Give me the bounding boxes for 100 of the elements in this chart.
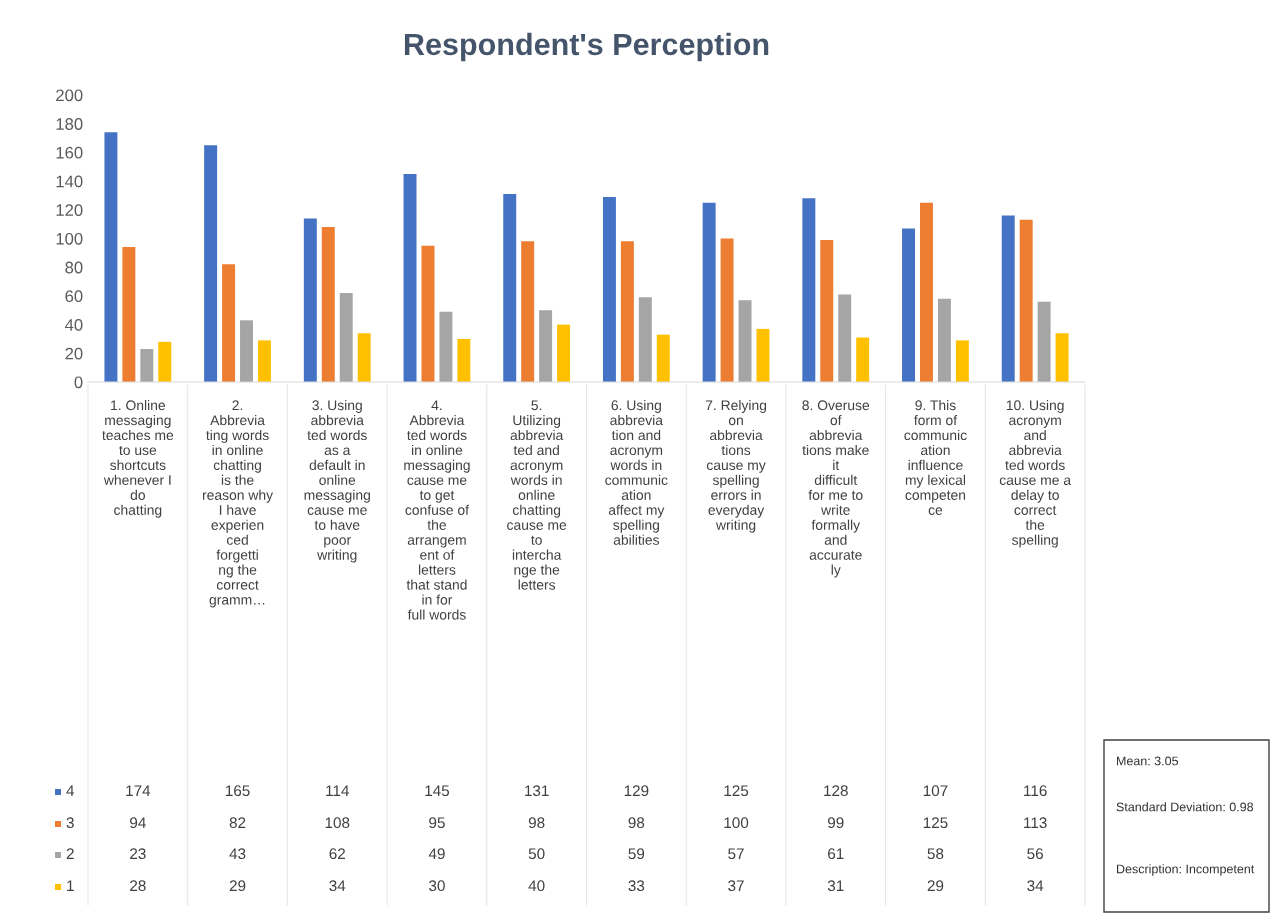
legend-label: 4 (66, 785, 75, 796)
category-label: 7. Relying on abbreviations cause my spelling errors in everyday writing (705, 400, 767, 533)
bar (140, 349, 154, 382)
data-label: 40 (528, 880, 545, 892)
bar (240, 320, 253, 382)
data-label: 116 (1024, 785, 1047, 797)
data-label: 113 (1024, 817, 1047, 829)
bar (1037, 301, 1051, 382)
data-label: 82 (229, 817, 246, 829)
y-tick-label: 60 (65, 290, 83, 303)
bar (620, 241, 634, 382)
data-label: 61 (828, 848, 844, 860)
bar (820, 239, 834, 382)
data-label: 95 (429, 817, 445, 829)
category-label: 3. Using abbreviated words as a default in online messaging cause me to have poor writing (304, 400, 370, 563)
x-tick-label: 1. Online messaging teaches me to use shortcuts whenever I do chatting (102, 400, 174, 518)
bar (557, 324, 571, 382)
data-label: 94 (130, 817, 146, 829)
data-label: 29 (229, 880, 246, 892)
bar (756, 328, 770, 382)
bar (257, 340, 271, 382)
bar (602, 196, 616, 382)
y-tick-label: 200 (56, 89, 83, 102)
bar (439, 311, 453, 382)
y-tick-label: 120 (56, 204, 83, 216)
legend-label: 1 (67, 880, 74, 891)
data-label: 23 (130, 848, 146, 860)
data-label: 114 (326, 785, 349, 796)
bar (656, 334, 670, 382)
bar (1019, 219, 1033, 382)
data-label: 131 (525, 785, 549, 797)
data-label: 50 (528, 848, 545, 860)
bar (702, 202, 716, 382)
y-tick-label: 180 (56, 118, 83, 130)
bar (521, 241, 535, 382)
text: Description: Incompetent (1117, 864, 1255, 876)
bar (457, 338, 471, 382)
data-label: 34 (1027, 880, 1044, 892)
bar (104, 132, 118, 382)
data-label: 125 (923, 817, 948, 829)
bar (339, 293, 353, 382)
bar (1055, 333, 1069, 382)
data-label: 59 (628, 848, 645, 860)
bar (838, 294, 852, 382)
bar (937, 298, 951, 382)
y-tick-label: 160 (56, 146, 83, 159)
data-label: 58 (927, 848, 944, 860)
bar (158, 341, 172, 382)
bar (204, 145, 218, 382)
data-label: 31 (827, 880, 844, 892)
y-tick-label: 140 (56, 175, 83, 188)
bar (421, 245, 435, 382)
category-label: 2. Abbreviating words in online chatting is the reason why I have experienced forgetting the correct gramm… (202, 400, 274, 608)
data-label: 62 (329, 848, 345, 860)
data-label: 125 (724, 785, 749, 797)
data-label: 128 (824, 785, 848, 797)
bar (802, 198, 816, 382)
x-tick-label: 9. This form of communication influence my lexical competence (904, 400, 967, 515)
y-tick-label: 0 (74, 376, 83, 389)
bar (321, 227, 335, 382)
bar (122, 247, 136, 382)
bar (920, 202, 933, 382)
bar (738, 300, 752, 382)
bar (955, 340, 969, 382)
data-label: 29 (927, 880, 944, 892)
legend-label: 2 (66, 848, 74, 859)
text: Standard Deviation: 0.98 (1116, 802, 1254, 812)
data-label: 57 (728, 848, 744, 860)
y-tick-label: 100 (56, 232, 83, 245)
data-label: 98 (628, 817, 645, 829)
data-label: 33 (628, 880, 645, 892)
data-label: 37 (728, 880, 744, 892)
bar (303, 218, 317, 382)
y-tick-label: 80 (65, 261, 83, 274)
y-tick-label: 20 (65, 347, 83, 360)
data-label: 28 (130, 880, 146, 892)
chart-title: Respondent's Perception (404, 32, 769, 62)
data-label: 99 (827, 817, 844, 829)
data-label: 108 (325, 817, 350, 829)
bar (539, 310, 553, 382)
data-label: 49 (428, 848, 445, 860)
legend-label: 3 (66, 817, 74, 829)
y-tick-label: 40 (64, 319, 83, 331)
data-label: 100 (724, 817, 749, 829)
category-label: 5. Utilizing abbreviated and acronym words in online chatting cause me to interchange the letters (507, 400, 567, 590)
category-label: 10. Using acronym and abbreviated words cause me a delay to correct the spelling (999, 400, 1072, 548)
data-label: 165 (225, 785, 250, 797)
bar (1001, 215, 1015, 382)
category-label: 4. Abbreviated words in online messaging cause me to get confuse of the arrangement of letters that stand in for full words (404, 400, 470, 620)
data-label: 145 (425, 785, 450, 797)
data-label: 30 (429, 880, 445, 892)
category-label: 6. Using abbreviation and acronym words in communication affect my spelling abilities (605, 400, 668, 545)
data-label: 43 (229, 848, 246, 860)
data-label: 129 (624, 785, 649, 797)
text: Mean: 3.05 (1117, 756, 1179, 766)
bar (403, 173, 417, 382)
bar (638, 297, 652, 382)
bar (856, 337, 870, 382)
data-label: 34 (329, 880, 346, 892)
data-label: 98 (528, 817, 545, 829)
